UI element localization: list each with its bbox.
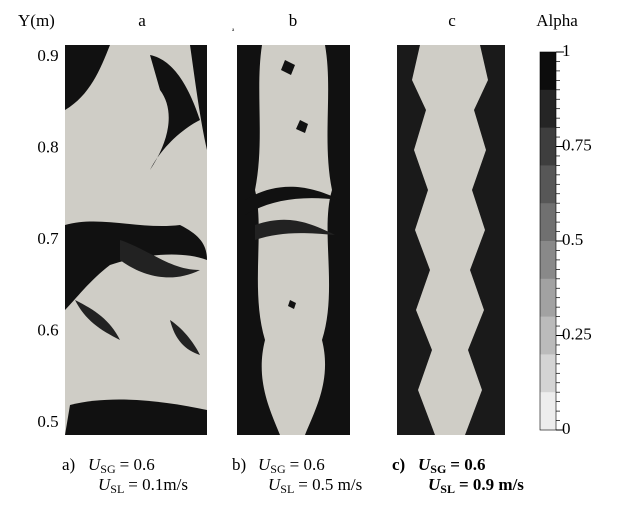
panel-label: c [448,11,456,30]
caption-value: = 0.5 m/s [298,475,362,494]
colorbar-tick-label: 0.25 [562,324,592,343]
symbol: U [428,475,441,494]
caption-value: = 0.6 [290,455,325,474]
subscript: SG [270,462,286,476]
panel-a-image [65,45,207,435]
y-tick-label: 0.8 [37,137,58,156]
symbol: U [268,475,282,494]
y-tick-label: 0.5 [37,412,58,431]
colorbar-band [540,165,556,204]
subscript: SL [440,482,455,496]
symbol: U [258,455,272,474]
colorbar-tick-label: 0 [562,419,571,438]
panel-label: b [289,11,298,30]
colorbar-tick-label: 0.75 [562,135,592,154]
caption-line: USG = 0.6 [258,455,325,476]
caption-line: USL = 0.9 m/s [428,475,524,496]
colorbar-band [540,278,556,318]
subscript: SG [430,462,446,476]
caption-prefix: c) [392,455,405,474]
colorbar-band [540,316,556,355]
caption-value: = 0.6 [450,455,485,474]
symbol: U [98,475,112,494]
colorbar: 1 0.75 0.5 0.25 0 [539,41,592,438]
subscript: SL [110,482,124,496]
colorbar-band [540,52,556,91]
colorbar-band [540,241,556,280]
stray-mark: a [232,28,235,33]
colorbar-tick-label: 1 [562,41,571,60]
y-tick-label: 0.6 [37,320,58,339]
colorbar-band [540,127,556,166]
caption-value: = 0.6 [120,455,155,474]
colorbar-band [540,354,556,393]
caption-line: USL = 0.5 m/s [268,475,362,496]
subscript: SL [280,482,294,496]
caption-line: USG = 0.6 [418,455,485,476]
caption-line: USG = 0.6 [88,455,155,476]
panel-label: a [138,11,146,30]
caption-prefix: a) [62,455,75,474]
panel-b-image [237,45,350,435]
colorbar-band [540,203,556,242]
caption-line: USL = 0.1m/s [98,475,188,496]
colorbar-band [540,89,556,129]
subscript: SG [100,462,116,476]
caption-prefix: b) [232,455,246,474]
y-axis-label: Y(m) [18,11,55,30]
colorbar-band [540,392,556,431]
caption-value: = 0.9 m/s [459,475,524,494]
colorbar-tick-label: 0.5 [562,230,583,249]
colorbar-label: Alpha [536,11,578,30]
caption-value: = 0.1m/s [128,475,188,494]
y-tick-label: 0.9 [37,46,58,65]
panel-c-image [397,45,505,435]
symbol: U [418,455,431,474]
y-tick-label: 0.7 [37,229,59,248]
symbol: U [88,455,102,474]
